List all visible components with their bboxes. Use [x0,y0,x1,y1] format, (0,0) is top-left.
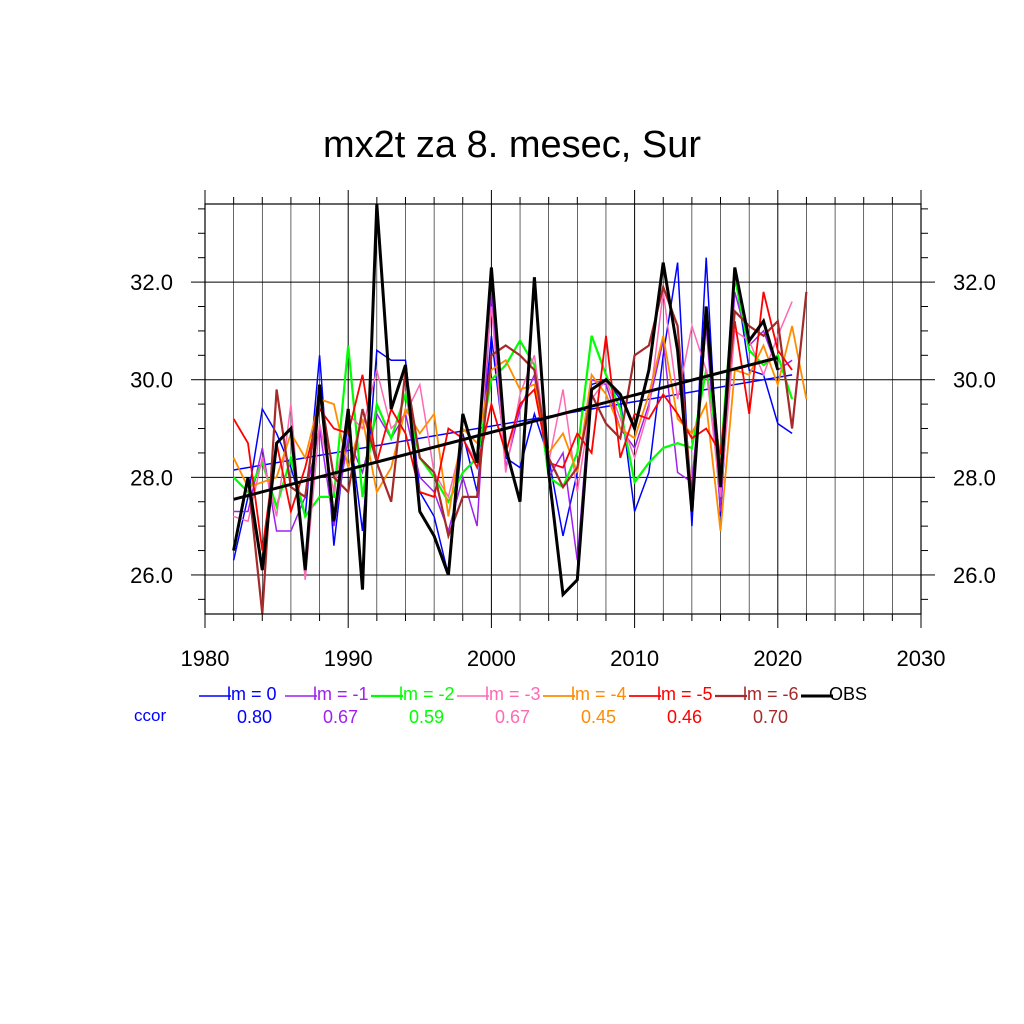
y-tick-label-left: 32.0 [130,270,173,295]
legend-swatch [543,695,575,697]
legend-swatch [715,694,747,698]
legend-label: lm = 0 [227,684,277,704]
legend-item: lm = -1 0.67 [285,684,395,727]
legend-ccor-value: 0.46 [667,707,703,727]
legend-ccor-value: 0.67 [495,707,531,727]
legend-ccor-value: 0.80 [237,707,273,727]
legend-item: lm = -5 0.46 [629,684,739,727]
ccor-caption: ccor [134,706,167,725]
legend-label: lm = -5 [657,684,713,704]
trend-line [233,356,779,501]
grid-layer [205,204,921,614]
y-tick-label-right: 30.0 [953,368,996,393]
legend-label: lm = -6 [743,684,799,704]
legend-swatch [199,695,231,697]
legend-item: lm = -3 0.67 [457,684,567,727]
series-line [232,203,780,598]
legend-label: OBS [829,684,868,704]
x-tick-label: 2010 [610,646,659,671]
legend-label: lm = -2 [399,684,455,704]
legend-ccor-value: 0.67 [323,707,359,727]
legend-item: lm = -6 0.70 [715,684,825,727]
x-tick-label: 2000 [467,646,516,671]
legend-swatch [629,695,661,697]
legend-ccor-value: 0.59 [409,707,445,727]
y-tick-label-right: 32.0 [953,270,996,295]
legend-swatch [801,694,833,698]
legend-swatch [285,695,317,697]
legend-item: lm = -2 0.59 [371,684,481,727]
y-tick-label-right: 26.0 [953,563,996,588]
legend-item: lm = 0 0.80 [199,684,309,727]
tick-layer: 1980 1990 2000 2010 2020 2030 26.0 26.0 28.0 28.0… [130,190,996,671]
chart-title: mx2t za 8. mesec, Sur [322,124,701,166]
y-tick-label-right: 28.0 [953,465,996,490]
legend-item: lm = -4 0.45 [543,684,653,727]
frame-layer [204,203,922,615]
legend-label: lm = -3 [485,684,541,704]
series-line [232,291,793,551]
x-tick-label: 1980 [181,646,230,671]
y-tick-label-left: 28.0 [130,465,173,490]
plot-frame [204,203,922,615]
legend-label: lm = -1 [313,684,369,704]
legend-label: lm = -4 [571,684,627,704]
series-line [232,325,808,532]
legend-ccor-value: 0.70 [753,707,789,727]
x-tick-label: 2030 [897,646,946,671]
legend-swatch [457,695,489,697]
x-tick-label: 2020 [753,646,802,671]
legend-item: OBS [801,684,911,724]
x-tick-label: 1990 [324,646,373,671]
legend-ccor-value: 0.45 [581,707,617,727]
legend-swatch [371,694,403,698]
series-layer [232,203,808,615]
y-tick-label-left: 30.0 [130,368,173,393]
y-tick-label-left: 26.0 [130,563,173,588]
